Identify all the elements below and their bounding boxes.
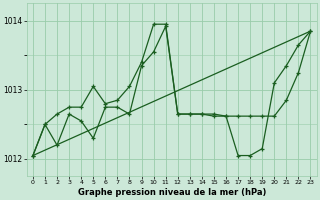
X-axis label: Graphe pression niveau de la mer (hPa): Graphe pression niveau de la mer (hPa)	[77, 188, 266, 197]
